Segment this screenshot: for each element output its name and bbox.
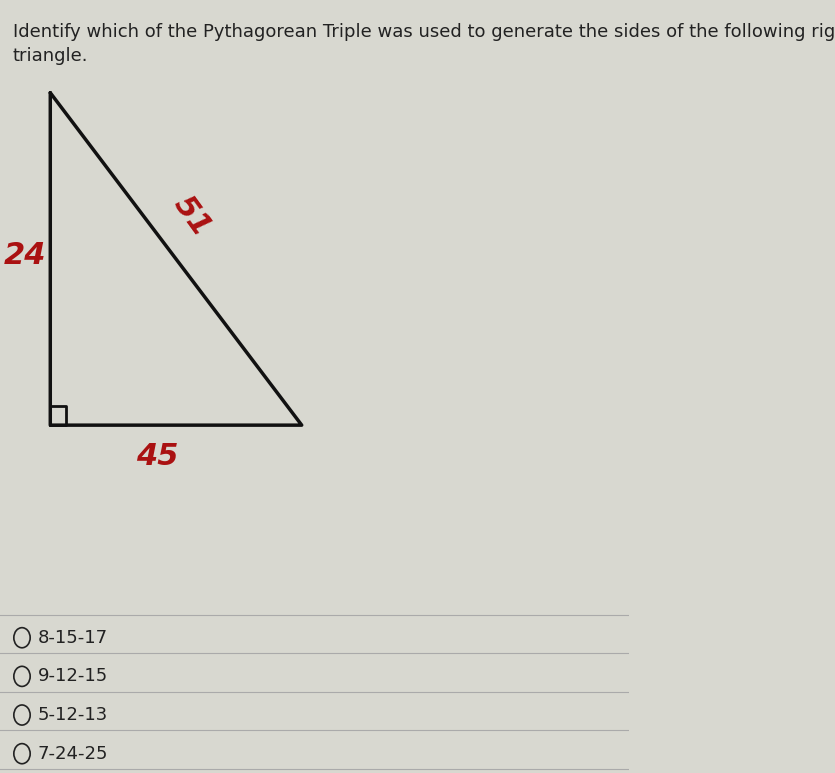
Text: 5-12-13: 5-12-13 xyxy=(38,706,108,724)
Text: 8-15-17: 8-15-17 xyxy=(38,628,108,647)
Text: 24: 24 xyxy=(4,240,47,270)
Text: Identify which of the Pythagorean Triple was used to generate the sides of the f: Identify which of the Pythagorean Triple… xyxy=(13,23,835,65)
Text: 7-24-25: 7-24-25 xyxy=(38,744,109,763)
Text: 45: 45 xyxy=(136,441,179,471)
Text: 9-12-15: 9-12-15 xyxy=(38,667,108,686)
Text: 51: 51 xyxy=(168,191,216,242)
